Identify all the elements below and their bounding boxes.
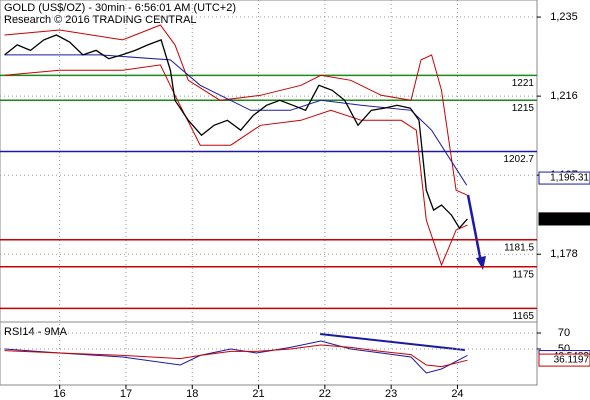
y-tick-label: 1,178 — [550, 248, 578, 260]
value-label: 1,186.48 — [550, 214, 589, 225]
x-tick-label: 21 — [252, 388, 264, 400]
y-tick-label: 1,216 — [550, 90, 578, 102]
rsi-title: RSI14 - 9MA — [4, 326, 68, 338]
x-tick-label: 22 — [319, 388, 331, 400]
x-tick-label: 18 — [186, 388, 198, 400]
price-line — [4, 34, 468, 230]
x-tick-label: 23 — [385, 388, 397, 400]
level-label: 1175 — [512, 269, 534, 280]
value-label: 1,196.31 — [550, 173, 589, 184]
forecast-arrow — [466, 194, 483, 263]
rsi-line — [4, 344, 468, 368]
rsi-line — [4, 340, 468, 374]
plot-frame — [0, 0, 538, 386]
lower-band — [4, 64, 468, 267]
level-label: 1215 — [512, 103, 535, 114]
value-label: 36.1197 — [554, 355, 590, 366]
value-label-box — [538, 353, 590, 367]
y-tick-label: 70 — [558, 327, 570, 339]
value-label-box — [538, 212, 590, 226]
upper-band — [4, 24, 468, 196]
level-label: 1202.7 — [503, 154, 534, 165]
y-tick-label: 1,235 — [550, 11, 578, 23]
rsi-trendline — [319, 333, 466, 351]
moving-average — [4, 54, 468, 186]
x-tick-label: 16 — [54, 388, 66, 400]
level-label: 1181.5 — [504, 242, 534, 253]
chart-title: GOLD (US$/OZ) - 30min - 6:56:01 AM (UTC+… — [4, 2, 236, 14]
chart-subtitle: Research © 2016 TRADING CENTRAL — [4, 14, 197, 26]
level-label: 1165 — [512, 311, 534, 322]
x-tick-label: 17 — [120, 388, 132, 400]
value-label-box — [538, 171, 590, 185]
x-tick-label: 24 — [451, 388, 463, 400]
level-label: 1221 — [512, 78, 535, 89]
